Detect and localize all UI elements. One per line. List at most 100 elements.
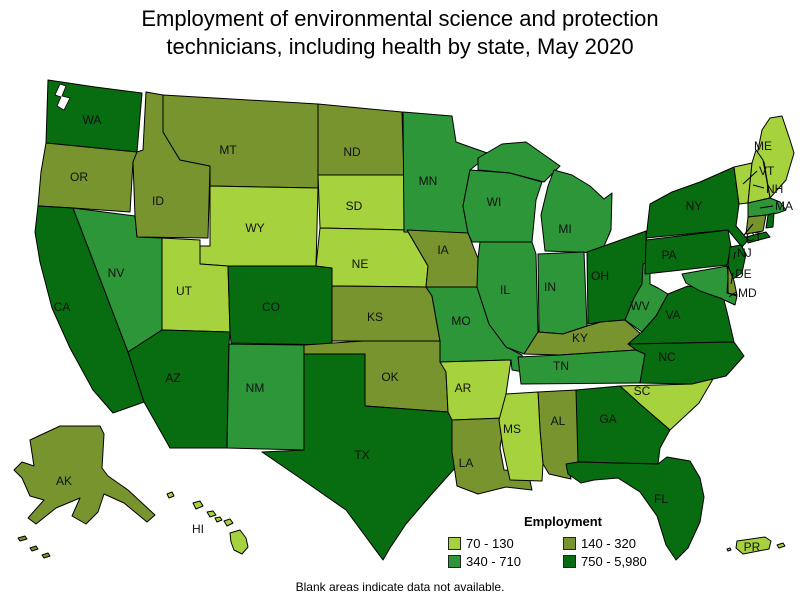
state-label-me: ME (754, 139, 772, 153)
state-label-ky: KY (572, 331, 588, 345)
state-label-wi: WI (487, 195, 502, 209)
state-label-mo: MO (451, 314, 470, 328)
legend-label-range-3: 340 - 710 (466, 554, 521, 569)
legend-title: Employment (523, 514, 602, 529)
state-tx (261, 353, 459, 561)
legend: Employment 70 - 130 140 - 320 340 - 710 … (448, 514, 684, 569)
legend-label-range-2: 140 - 320 (581, 536, 636, 551)
state-label-nd: ND (343, 145, 361, 159)
state-label-nm: NM (246, 381, 265, 395)
state-label-sd: SD (346, 199, 363, 213)
state-label-oh: OH (591, 269, 609, 283)
legend-item-range-3: 340 - 710 (448, 554, 563, 569)
state-ri (765, 212, 775, 229)
state-fl (565, 456, 705, 561)
state-label-mn: MN (419, 174, 438, 188)
state-az (127, 329, 231, 449)
puget-sound (54, 83, 71, 111)
state-nj (727, 244, 747, 280)
state-label-nj: NJ (737, 246, 752, 260)
state-label-ak: AK (56, 474, 72, 488)
state-label-al: AL (551, 414, 566, 428)
state-tn (517, 349, 646, 385)
callout-line-de (730, 272, 734, 285)
state-sd (317, 174, 408, 231)
state-label-va: VA (665, 308, 680, 322)
state-label-ga: GA (599, 412, 616, 426)
map-title: Employment of environmental science and … (0, 5, 800, 60)
legend-item-range-2: 140 - 320 (563, 536, 684, 551)
map-title-line1: Employment of environmental science and … (141, 6, 659, 31)
state-label-ar: AR (455, 381, 472, 395)
state-label-pr: PR (744, 540, 761, 554)
state-nm (226, 343, 305, 451)
callout-line-md (728, 291, 737, 298)
state-ct (745, 214, 767, 235)
state-label-sc: SC (634, 384, 651, 398)
state-ks (331, 285, 441, 342)
state-label-wa: WA (83, 113, 102, 127)
state-label-wv: WV (630, 299, 649, 313)
map-title-line2: technicians, including health by state, … (166, 33, 634, 59)
state-wi (462, 169, 543, 243)
state-label-hi: HI (192, 522, 204, 536)
state-mi (477, 141, 613, 254)
state-hi (166, 491, 249, 555)
state-label-nc: NC (658, 350, 676, 364)
state-label-fl: FL (654, 492, 668, 506)
callout-line-ct (743, 223, 754, 236)
legend-item-range-1: 70 - 130 (448, 536, 563, 551)
legend-swatch-range-1 (448, 537, 461, 550)
state-label-tx: TX (354, 448, 369, 462)
state-label-wy: WY (245, 221, 264, 235)
state-label-ca: CA (54, 300, 71, 314)
state-label-nv: NV (108, 266, 125, 280)
legend-swatch-range-3 (448, 555, 461, 568)
legend-swatch-range-4 (563, 555, 576, 568)
state-ms (498, 391, 544, 482)
state-md (681, 265, 738, 306)
legend-item-range-4: 750 - 5,980 (563, 554, 684, 569)
state-pr (726, 536, 786, 555)
callout-line-nj (733, 251, 736, 260)
state-label-ks: KS (367, 310, 383, 324)
state-label-co: CO (262, 300, 280, 314)
state-label-mt: MT (219, 143, 237, 157)
state-label-mi: MI (558, 222, 571, 236)
state-label-ia: IA (437, 243, 448, 257)
legend-label-range-4: 750 - 5,980 (581, 554, 647, 569)
callout-line-ma (759, 205, 774, 209)
state-label-in: IN (544, 280, 556, 294)
state-nh (747, 149, 771, 204)
state-label-tn: TN (553, 359, 569, 373)
legend-label-range-1: 70 - 130 (466, 536, 514, 551)
state-label-vt: VT (759, 164, 775, 178)
state-il (476, 241, 539, 355)
state-label-ut: UT (176, 284, 193, 298)
state-label-ct: CT (746, 230, 763, 244)
footnote: Blank areas indicate data not available. (295, 580, 505, 594)
state-label-la: LA (459, 456, 474, 470)
legend-swatch-range-2 (563, 537, 576, 550)
state-ak (13, 425, 156, 559)
state-label-ms: MS (503, 422, 521, 436)
state-nc (627, 341, 745, 385)
state-ar (439, 359, 512, 421)
state-label-az: AZ (165, 371, 180, 385)
state-nd (317, 103, 405, 176)
state-label-pa: PA (661, 248, 676, 262)
state-co (227, 265, 333, 346)
callout-line-nh (752, 184, 765, 189)
state-label-id: ID (152, 194, 164, 208)
state-label-de: DE (735, 267, 752, 281)
state-label-ny: NY (686, 199, 703, 213)
state-label-md: MD (738, 286, 757, 300)
callout-line-vt (742, 170, 758, 185)
state-label-nh: NH (766, 182, 783, 196)
state-label-ne: NE (352, 257, 369, 271)
state-label-ma: MA (775, 199, 793, 213)
state-label-ok: OK (381, 370, 398, 384)
state-label-or: OR (70, 170, 88, 184)
